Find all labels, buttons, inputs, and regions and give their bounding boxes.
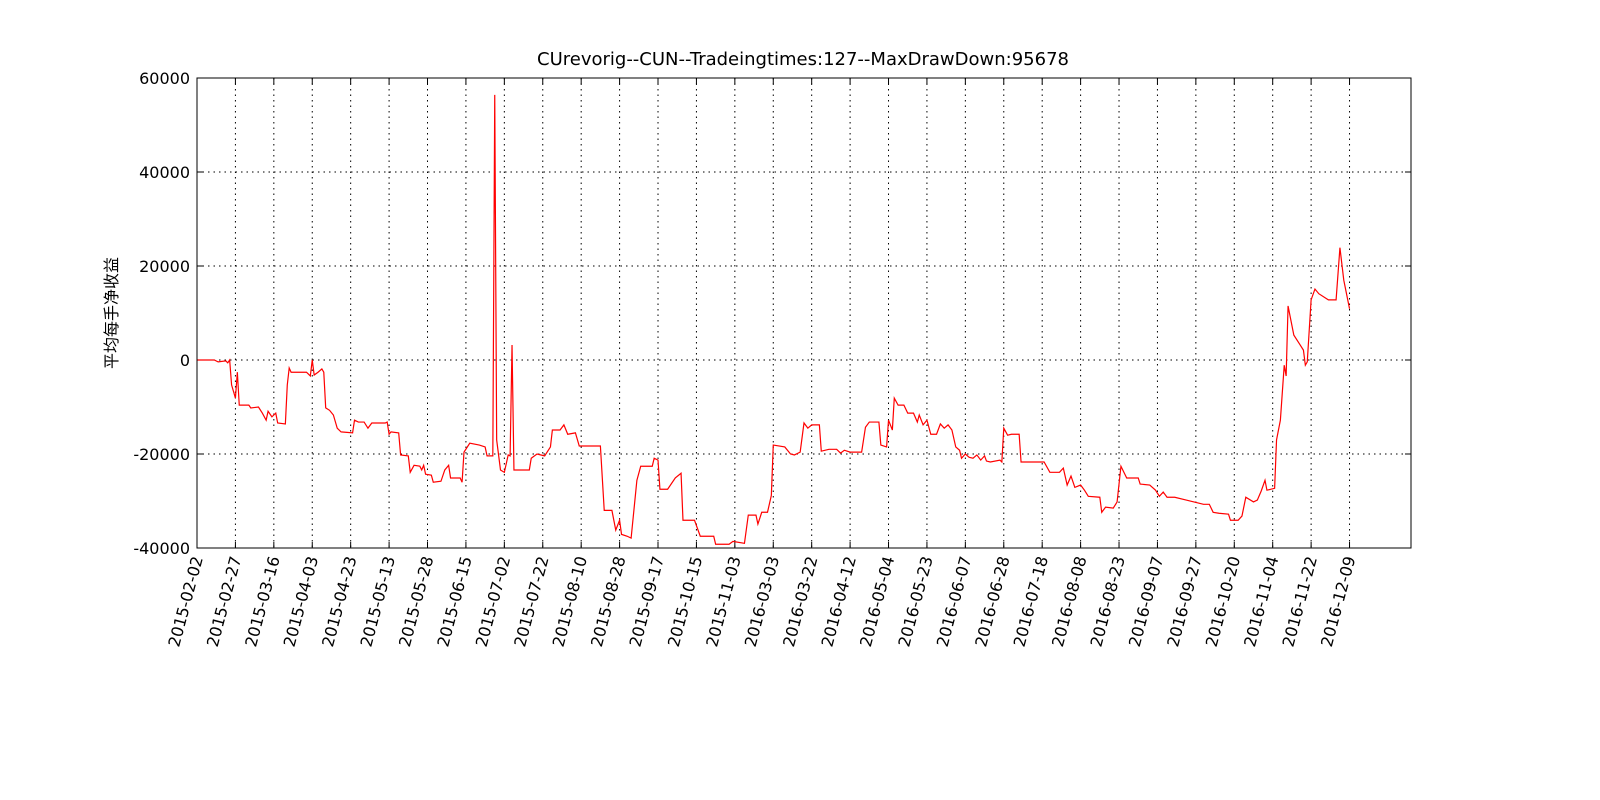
- x-tick-label: 2015-04-23: [318, 554, 360, 649]
- x-tick-label: 2015-02-02: [164, 554, 206, 649]
- y-tick-label: 40000: [139, 163, 190, 182]
- x-tick-label: 2016-09-07: [1125, 554, 1167, 649]
- chart-title: CUrevorig--CUN--Tradeingtimes:127--MaxDr…: [537, 49, 1069, 70]
- x-tick-label: 2015-11-03: [702, 554, 744, 649]
- y-axis-label: 平均每手净收益: [102, 257, 121, 369]
- y-tick-label: 20000: [139, 257, 190, 276]
- x-tick-label: 2015-02-27: [203, 554, 245, 649]
- x-tick-label: 2015-07-02: [472, 554, 514, 649]
- x-tick-label: 2016-08-08: [1048, 554, 1090, 649]
- y-tick-label: -40000: [133, 539, 190, 558]
- x-tick-label: 2015-06-15: [433, 554, 475, 649]
- y-tick-label: 0: [180, 351, 190, 370]
- x-tick-label: 2015-03-16: [241, 554, 283, 649]
- x-tick-label: 2015-08-10: [549, 554, 591, 649]
- data-line: [197, 94, 1351, 545]
- y-tick-label: 60000: [139, 69, 190, 88]
- y-tick-label: -20000: [133, 445, 190, 464]
- x-tick-label: 2015-08-28: [587, 554, 629, 649]
- x-tick-label: 2016-04-12: [818, 554, 860, 649]
- x-tick-label: 2016-10-20: [1202, 554, 1244, 649]
- x-tick-label: 2016-06-28: [971, 554, 1013, 649]
- x-tick-label: 2015-05-28: [395, 554, 437, 649]
- x-tick-label: 2016-09-27: [1163, 554, 1205, 649]
- x-tick-label: 2015-09-17: [625, 554, 667, 649]
- x-tick-label: 2016-11-22: [1279, 554, 1321, 649]
- x-tick-label: 2016-05-04: [856, 554, 898, 649]
- x-tick-label: 2016-06-07: [933, 554, 975, 649]
- x-tick-label: 2015-10-15: [664, 554, 706, 649]
- x-tick-label: 2016-08-23: [1086, 554, 1128, 649]
- x-tick-label: 2016-03-22: [779, 554, 821, 649]
- x-tick-label: 2016-11-04: [1240, 554, 1282, 649]
- x-tick-label: 2016-05-23: [894, 554, 936, 649]
- x-tick-label: 2015-07-22: [510, 554, 552, 649]
- plot-frame: [196, 77, 1412, 549]
- x-tick-label: 2016-07-18: [1010, 554, 1052, 649]
- x-tick-label: 2015-05-13: [357, 554, 399, 649]
- x-tick-label: 2016-03-03: [741, 554, 783, 649]
- x-tick-label: 2015-04-03: [280, 554, 322, 649]
- x-tick-label: 2016-12-09: [1317, 554, 1359, 649]
